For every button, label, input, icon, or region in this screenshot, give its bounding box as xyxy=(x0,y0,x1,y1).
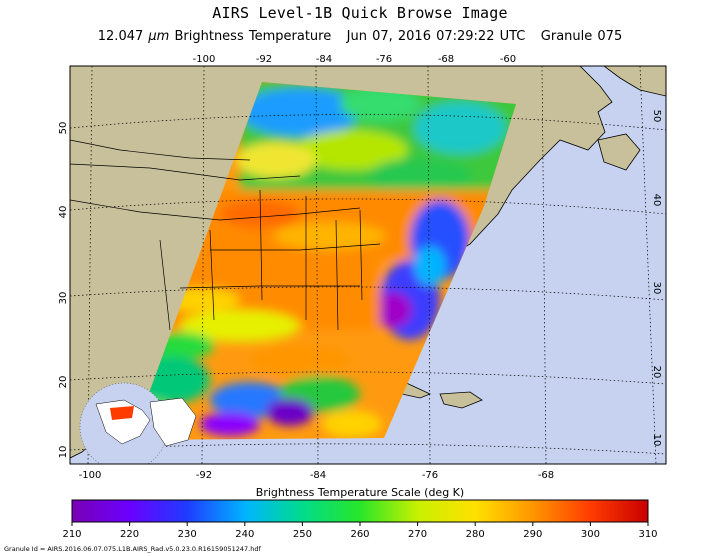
colorbar-tick-label: 240 xyxy=(235,529,254,540)
left-lat-label: 30 xyxy=(58,292,69,305)
left-lat-label: 50 xyxy=(58,122,69,135)
bottom-lon-label: -84 xyxy=(310,470,326,481)
land-greenland xyxy=(603,66,666,97)
map-frame xyxy=(69,65,667,465)
bottom-lon-label: -92 xyxy=(196,470,212,481)
colorbar-tick-label: 210 xyxy=(62,529,81,540)
top-longitude-labels: -100 -92 -84 -76 -68 -60 xyxy=(193,54,517,65)
colorbar-tick-label: 230 xyxy=(178,529,197,540)
left-lat-label: 10 xyxy=(58,446,69,459)
colorbar-tick-label: 280 xyxy=(466,529,485,540)
right-lat-label: 50 xyxy=(651,110,662,123)
wavelength-value: 12.047 xyxy=(97,29,144,44)
top-lon-label: -68 xyxy=(438,54,454,65)
top-lon-label: -60 xyxy=(500,54,516,65)
colorbar-tick-label: 250 xyxy=(293,529,312,540)
colorbar-tick-label: 300 xyxy=(581,529,600,540)
top-lon-label: -84 xyxy=(316,54,332,65)
image-subtitle: 12.047 μm Brightness Temperature Jun 07,… xyxy=(0,29,720,44)
image-title: AIRS Level-1B Quick Browse Image xyxy=(212,4,508,22)
land-hispaniola xyxy=(439,391,483,409)
colorbar-tick-label: 220 xyxy=(120,529,139,540)
bottom-lon-label: -100 xyxy=(79,470,102,481)
right-lat-label: 40 xyxy=(651,194,662,207)
granule-id: Granule Id = AIRS.2016.06.07.075.L1B.AIR… xyxy=(4,545,261,553)
colorbar-title: Brightness Temperature Scale (deg K) xyxy=(255,486,465,499)
colorbar xyxy=(71,499,649,523)
top-lon-label: -92 xyxy=(256,54,272,65)
left-lat-label: 40 xyxy=(58,206,69,219)
bottom-lon-label: -76 xyxy=(422,470,438,481)
political-borders xyxy=(70,139,381,331)
right-latitude-labels: 50 40 30 20 10 xyxy=(651,110,662,447)
wavelength-unit: μm xyxy=(148,29,170,44)
observation-date: Jun 07, 2016 07:29:22 UTC xyxy=(346,29,526,44)
colorbar-tick-label: 310 xyxy=(638,529,657,540)
granule-label: Granule 075 xyxy=(540,29,623,44)
right-lat-label: 20 xyxy=(651,366,662,379)
quantity-label: Brightness Temperature xyxy=(174,29,332,44)
right-lat-label: 10 xyxy=(651,434,662,447)
land-newfoundland xyxy=(597,133,641,171)
map-area xyxy=(70,66,666,464)
left-latitude-labels: 50 40 30 20 10 xyxy=(58,122,69,459)
colorbar-ticks: 210 220 230 240 250 260 270 280 290 300 310 xyxy=(62,522,658,540)
top-lon-label: -76 xyxy=(376,54,392,65)
colorbar-tick-label: 270 xyxy=(408,529,427,540)
bottom-lon-label: -68 xyxy=(538,470,554,481)
left-lat-label: 20 xyxy=(58,376,69,389)
graticule xyxy=(70,66,666,464)
colorbar-tick-label: 260 xyxy=(350,529,369,540)
bottom-longitude-labels: -100 -92 -84 -76 -68 xyxy=(79,470,555,481)
top-lon-label: -100 xyxy=(193,54,216,65)
right-lat-label: 30 xyxy=(651,282,662,295)
inset-globe xyxy=(79,382,197,464)
colorbar-tick-label: 290 xyxy=(523,529,542,540)
